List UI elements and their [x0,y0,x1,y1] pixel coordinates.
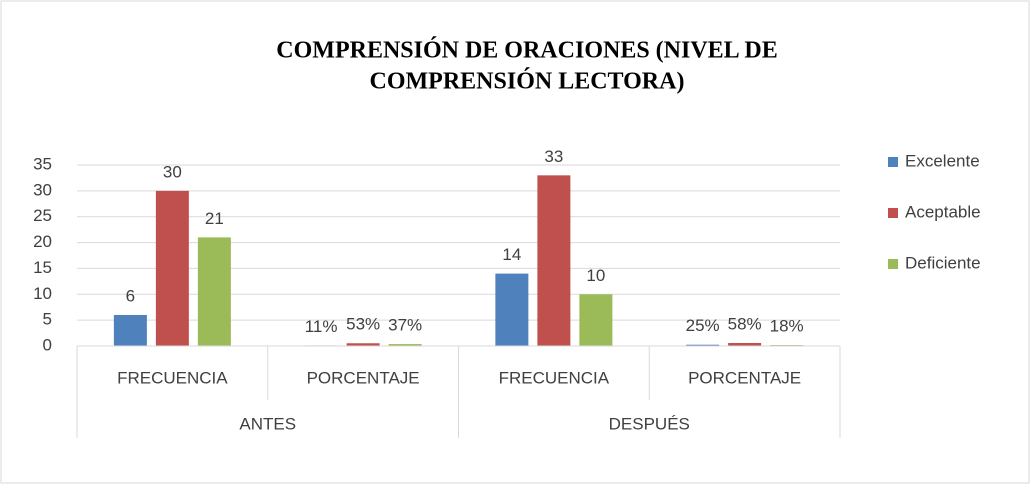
bar [537,175,571,346]
value-label: 30 [163,162,182,181]
bar [113,314,147,346]
bar [495,273,529,346]
bar [728,343,762,346]
bar [579,294,613,346]
y-tick-label: 25 [33,206,52,225]
x-tick-label: FRECUENCIA [499,368,610,387]
value-label: 14 [502,245,521,264]
legend-swatch [888,259,898,269]
value-label: 25% [686,316,720,335]
legend-swatch [888,208,898,218]
chart-title: COMPRENSIÓN LECTORA) [370,68,685,95]
y-tick-label: 30 [33,180,52,199]
value-label: 33 [544,147,563,166]
group-label: ANTES [239,414,296,433]
value-label: 10 [586,266,605,285]
legend-label: Excelente [905,151,980,170]
group-label: DESPUÉS [609,414,690,433]
chart-title: COMPRENSIÓN DE ORACIONES (NIVEL DE [276,37,777,64]
value-label: 21 [205,209,224,228]
bar [686,344,720,346]
x-tick-label: PORCENTAJE [688,368,801,387]
x-tick-label: FRECUENCIA [117,368,228,387]
legend-label: Aceptable [905,202,981,221]
bar [197,237,231,346]
value-label: 6 [126,286,135,305]
y-tick-label: 5 [43,310,52,329]
legend-swatch [888,157,898,167]
value-label: 37% [388,316,422,335]
x-tick-label: PORCENTAJE [307,368,420,387]
value-label: 53% [346,315,380,334]
y-tick-label: 0 [43,335,52,354]
legend-label: Deficiente [905,253,981,272]
value-label: 18% [770,317,804,336]
y-tick-label: 10 [33,284,52,303]
value-label: 58% [728,314,762,333]
y-tick-label: 35 [33,154,52,173]
bar [346,343,380,346]
y-tick-label: 15 [33,258,52,277]
value-label: 11% [305,317,338,336]
bar [388,344,422,346]
y-tick-label: 20 [33,232,52,251]
bar [155,190,189,346]
